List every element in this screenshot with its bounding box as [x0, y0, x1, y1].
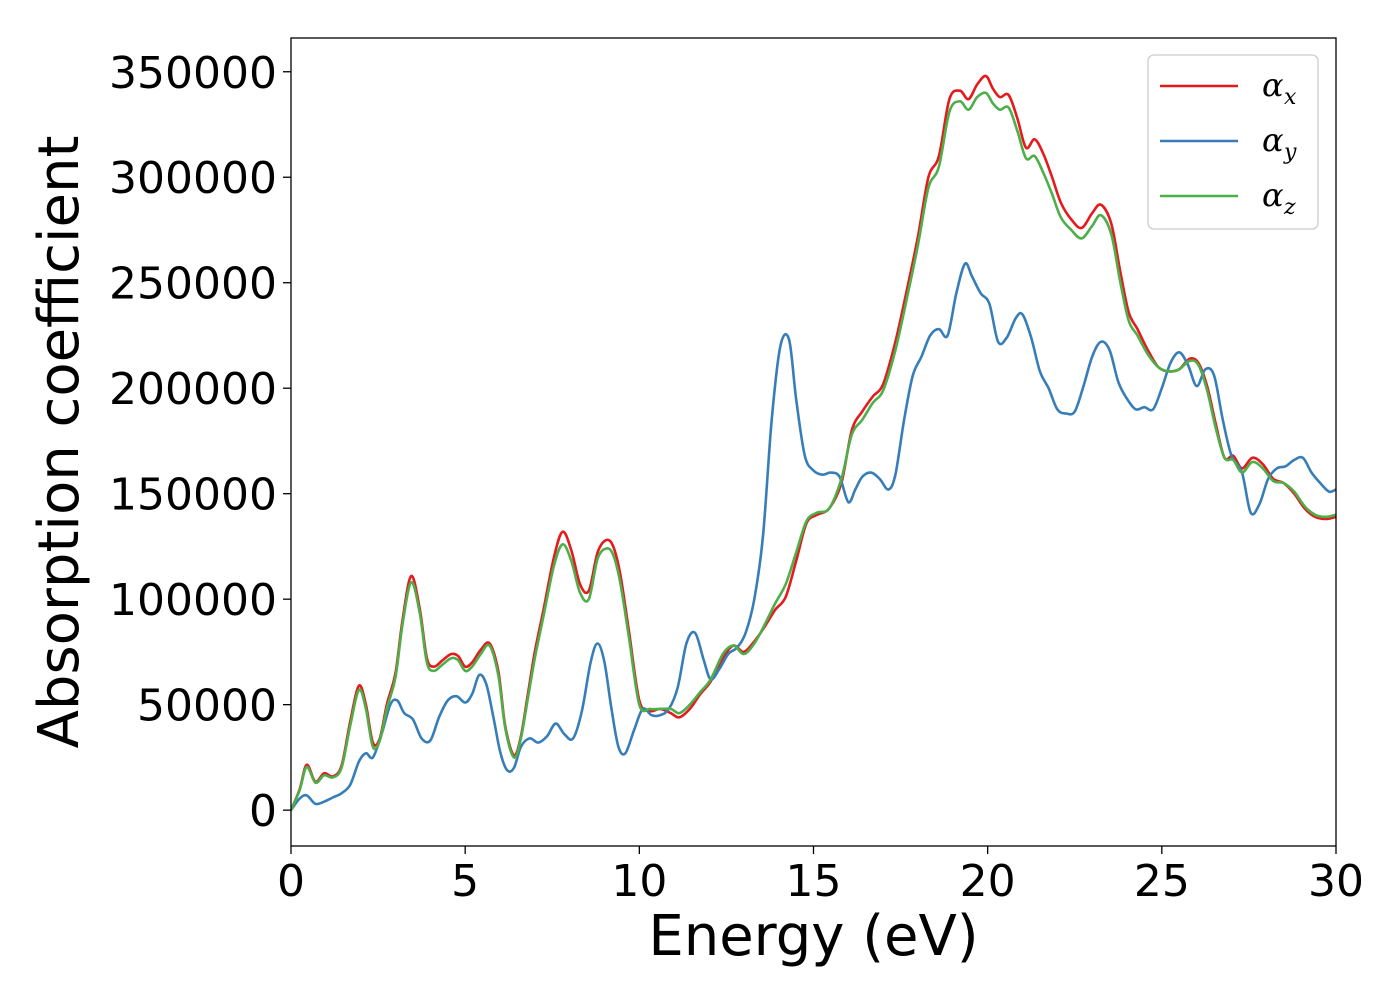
- x-tick-label: 5: [451, 856, 479, 907]
- x-tick-label: 15: [786, 856, 842, 907]
- x-tick-label: 20: [960, 856, 1016, 907]
- series-line-alpha-z: [291, 91, 1336, 811]
- y-tick-label: 150000: [109, 470, 277, 521]
- y-tick-label: 100000: [109, 575, 277, 626]
- y-tick-label: 350000: [109, 48, 277, 99]
- legend: α xα yα z: [1147, 54, 1319, 230]
- x-axis: 0 5 10 15 20 25 30: [277, 846, 1364, 907]
- y-tick-label: 50000: [137, 681, 277, 732]
- legend-subscript-x: x: [1284, 85, 1297, 110]
- series-line-alpha-x: [291, 74, 1336, 811]
- y-tick-label: 0: [249, 786, 277, 837]
- y-axis: 0 50000 100000 150000 200000 250000 300000 3500…: [109, 48, 291, 837]
- legend-label-alpha-y: α: [1262, 121, 1284, 159]
- series-layer: [291, 74, 1336, 811]
- x-tick-label: 25: [1134, 856, 1190, 907]
- legend-label-alpha-z: α: [1262, 176, 1284, 214]
- y-tick-label: 300000: [109, 153, 277, 204]
- legend-label-alpha-x: α: [1262, 66, 1284, 104]
- y-tick-label: 250000: [109, 259, 277, 310]
- y-tick-label: 200000: [109, 364, 277, 415]
- y-axis-label: Absorption coefficient: [27, 136, 92, 749]
- legend-subscript-z: z: [1283, 195, 1296, 220]
- series-line-alpha-y: [291, 261, 1336, 811]
- x-tick-label: 30: [1308, 856, 1364, 907]
- x-tick-label: 0: [277, 856, 305, 907]
- x-tick-label: 10: [611, 856, 667, 907]
- x-axis-label: Energy (eV): [648, 904, 978, 969]
- legend-subscript-y: y: [1283, 140, 1297, 165]
